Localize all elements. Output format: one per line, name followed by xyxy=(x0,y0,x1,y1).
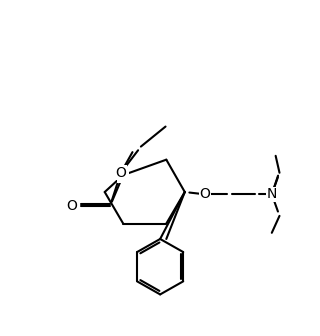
Text: O: O xyxy=(199,187,210,201)
Text: N: N xyxy=(118,168,128,182)
Text: N: N xyxy=(267,187,277,201)
Text: O: O xyxy=(66,199,77,213)
Text: O: O xyxy=(116,166,126,180)
